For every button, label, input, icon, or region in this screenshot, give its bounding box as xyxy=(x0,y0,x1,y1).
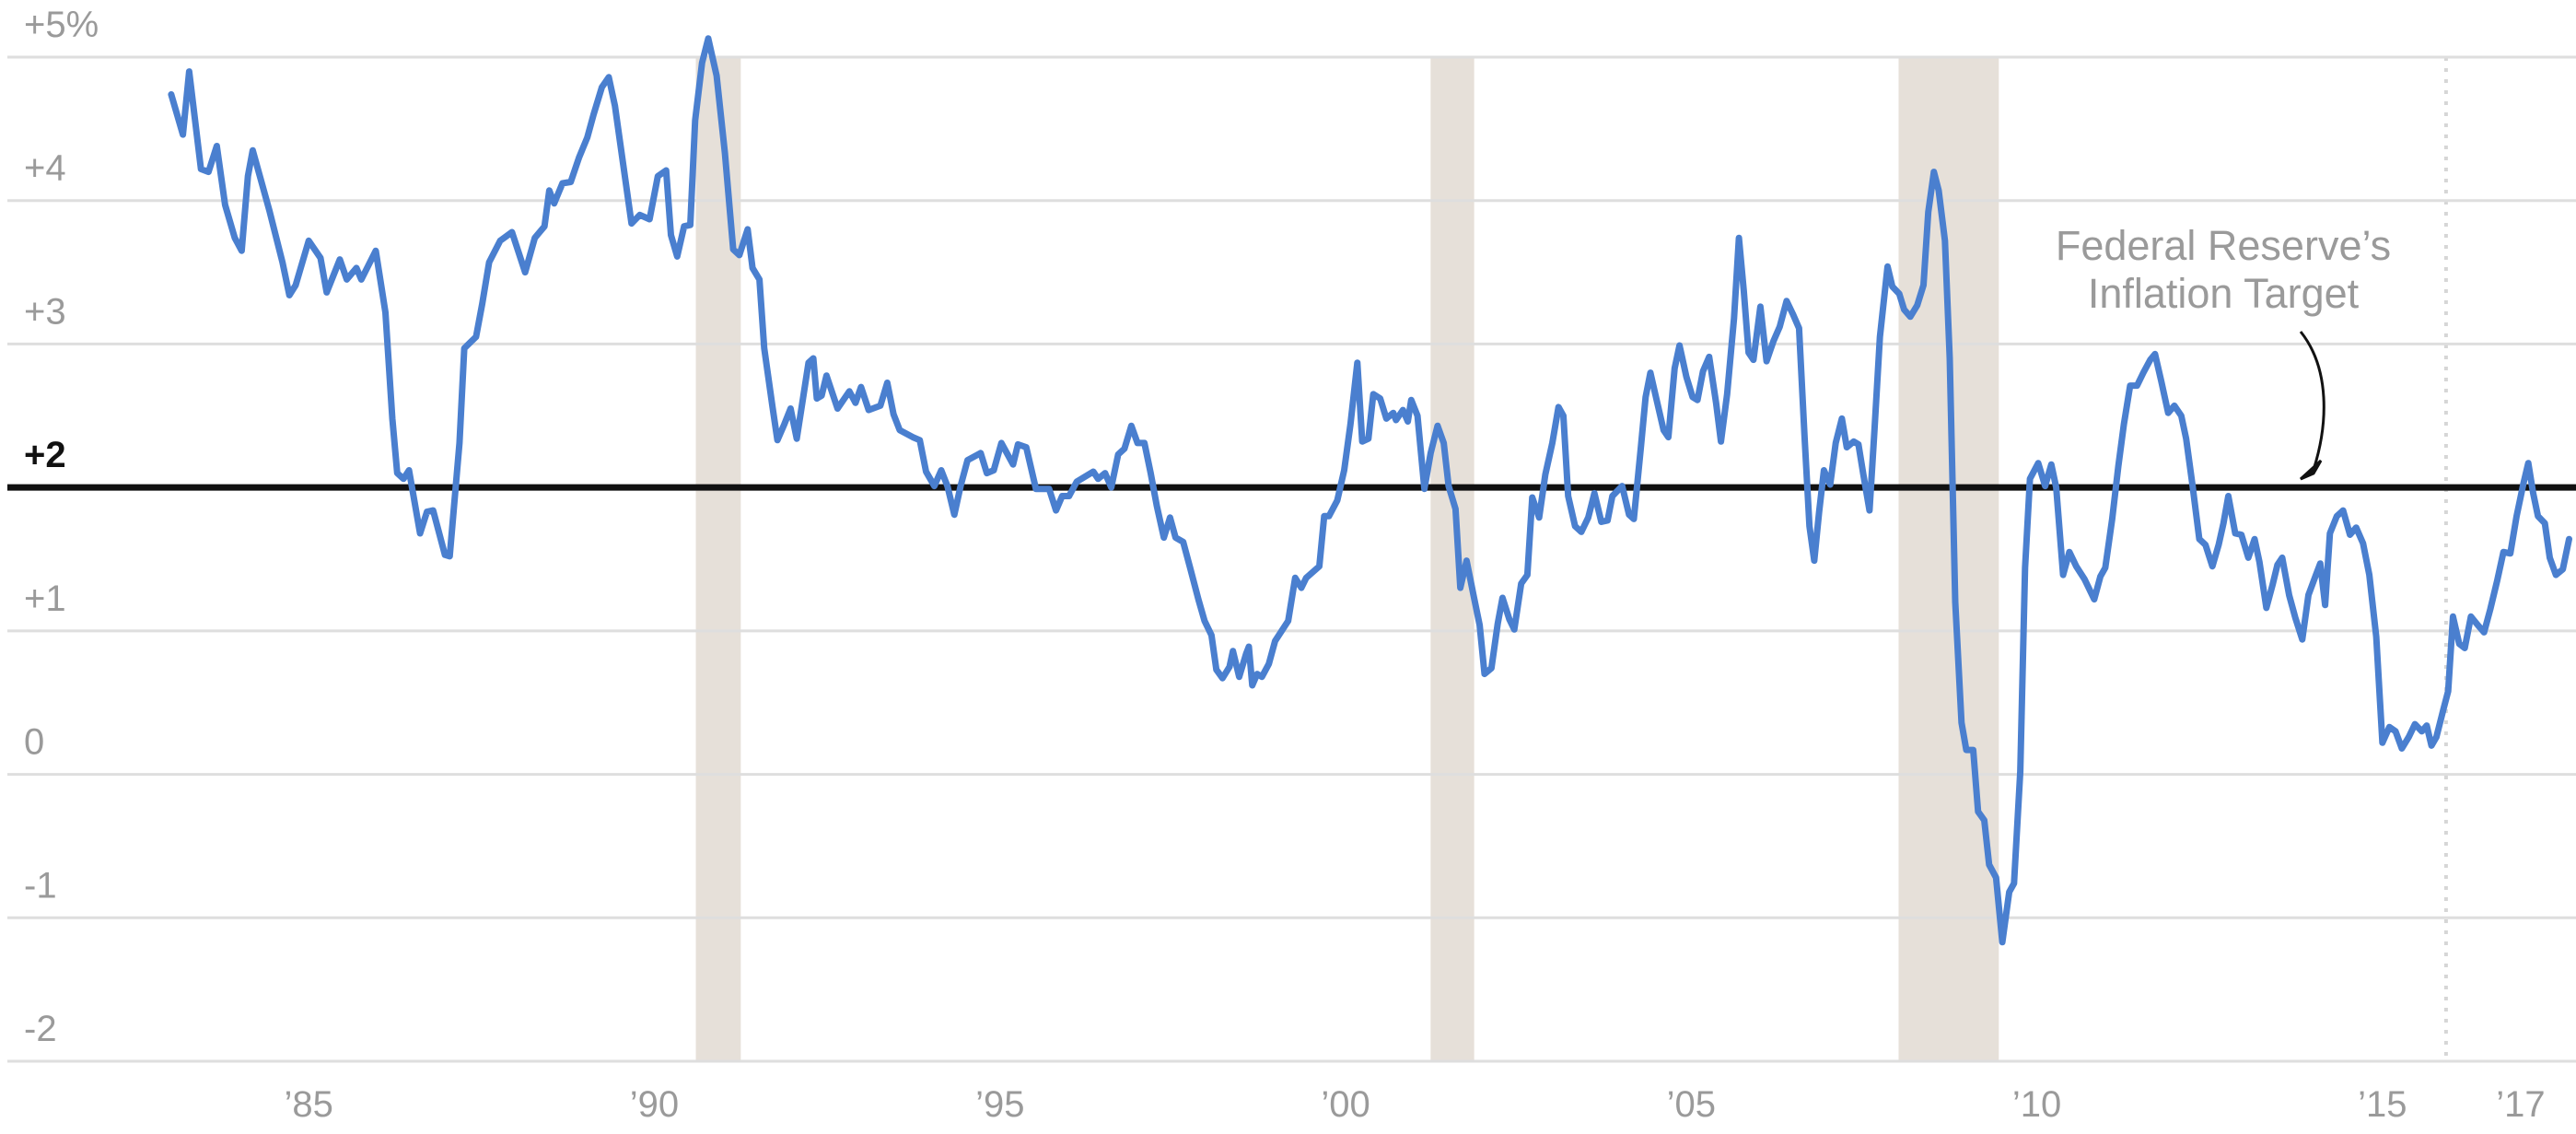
y-tick-label: +4 xyxy=(24,148,66,189)
background-layer xyxy=(695,57,2448,1061)
x-tick-label: ’00 xyxy=(1321,1084,1370,1125)
x-tick-label: ’05 xyxy=(1667,1084,1716,1125)
annotation-line: Inflation Target xyxy=(2088,270,2360,317)
x-tick-label: ’17 xyxy=(2496,1084,2545,1125)
x-tick-label: ’90 xyxy=(630,1084,679,1125)
y-tick-label: +3 xyxy=(24,291,66,332)
y-tick-label: -1 xyxy=(24,865,57,906)
annotation-line: Federal Reserve’s xyxy=(2056,222,2391,269)
x-tick-label: ’85 xyxy=(285,1084,333,1125)
recession-band xyxy=(1898,57,1999,1061)
y-tick-label: +1 xyxy=(24,579,66,619)
data-line xyxy=(168,35,2572,946)
marks-layer xyxy=(7,35,2576,946)
annotation-arrow xyxy=(2299,331,2325,471)
annotation-arrowhead xyxy=(2299,459,2323,481)
x-tick-label: ’95 xyxy=(975,1084,1024,1125)
x-tick-label: ’15 xyxy=(2358,1084,2407,1125)
y-tick-label: +5% xyxy=(24,5,99,45)
grid-layer xyxy=(7,55,2576,1063)
y-tick-label: +2 xyxy=(24,435,66,475)
y-tick-label: 0 xyxy=(24,722,44,763)
y-tick-label: -2 xyxy=(24,1009,57,1049)
labels-layer: Federal Reserve’s Inflation Target +5% +4… xyxy=(24,5,2546,1125)
x-tick-label: ’10 xyxy=(2012,1084,2061,1125)
recession-band xyxy=(695,57,741,1061)
